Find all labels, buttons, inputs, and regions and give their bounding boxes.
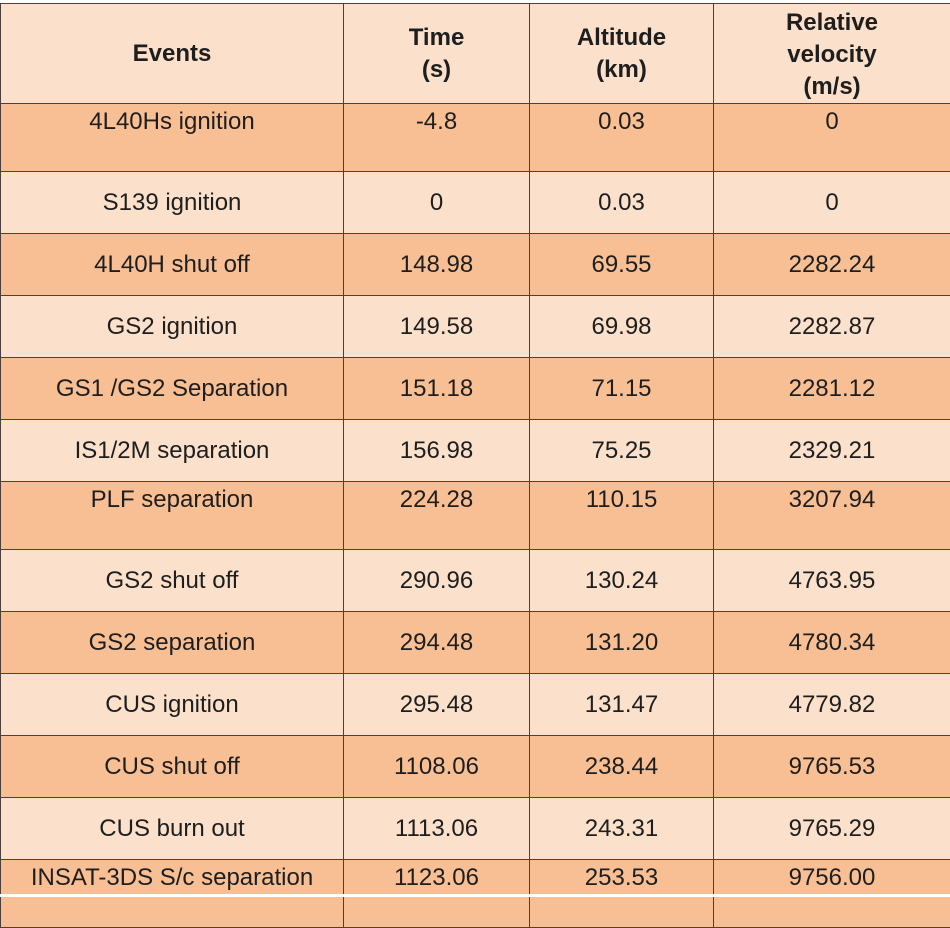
velocity-cell: 2329.21: [714, 420, 950, 482]
event-cell: CUS shut off: [1, 736, 344, 798]
altitude-header-unit: (km): [530, 54, 713, 86]
event-cell: GS2 ignition: [1, 296, 344, 358]
time-cell: 295.48: [344, 674, 530, 736]
table-header-row: Events Time (s) Altitude (km) Relative v…: [1, 4, 950, 104]
altitude-header-label: Altitude: [530, 22, 713, 54]
altitude-cell: 110.15: [530, 482, 714, 550]
events-column-header: Events: [1, 4, 344, 104]
velocity-cell: 4779.82: [714, 674, 950, 736]
velocity-header-label-1: Relative: [714, 7, 950, 39]
velocity-cell: 4780.34: [714, 612, 950, 674]
time-cell: 148.98: [344, 234, 530, 296]
time-cell: 156.98: [344, 420, 530, 482]
altitude-cell: 71.15: [530, 358, 714, 420]
time-header-label: Time: [344, 22, 529, 54]
time-cell: 0: [344, 172, 530, 234]
altitude-cell: 69.98: [530, 296, 714, 358]
altitude-cell: 243.31: [530, 798, 714, 860]
time-header-unit: (s): [344, 54, 529, 86]
altitude-cell: 0.03: [530, 172, 714, 234]
altitude-cell: 0.03: [530, 104, 714, 172]
velocity-header-unit: (m/s): [714, 71, 950, 103]
event-cell: CUS ignition: [1, 674, 344, 736]
altitude-cell: 131.47: [530, 674, 714, 736]
time-cell: 1113.06: [344, 798, 530, 860]
velocity-header-label-2: velocity: [714, 39, 950, 71]
event-cell: 4L40Hs ignition: [1, 104, 344, 172]
altitude-cell: 69.55: [530, 234, 714, 296]
velocity-cell: 2282.24: [714, 234, 950, 296]
event-cell: IS1/2M separation: [1, 420, 344, 482]
altitude-cell: 131.20: [530, 612, 714, 674]
altitude-column-header: Altitude (km): [530, 4, 714, 104]
velocity-cell: 0: [714, 104, 950, 172]
time-cell: -4.8: [344, 104, 530, 172]
velocity-cell: 4763.95: [714, 550, 950, 612]
event-cell: GS2 shut off: [1, 550, 344, 612]
altitude-cell: 130.24: [530, 550, 714, 612]
altitude-cell: 238.44: [530, 736, 714, 798]
flight-events-table: Events Time (s) Altitude (km) Relative v…: [0, 3, 950, 928]
event-cell: CUS burn out: [1, 798, 344, 860]
events-header-label: Events: [1, 38, 343, 70]
velocity-cell: 2281.12: [714, 358, 950, 420]
velocity-column-header: Relative velocity (m/s): [714, 4, 950, 104]
event-cell: S139 ignition: [1, 172, 344, 234]
time-cell: 1108.06: [344, 736, 530, 798]
velocity-cell: 2282.87: [714, 296, 950, 358]
time-column-header: Time (s): [344, 4, 530, 104]
altitude-cell: 75.25: [530, 420, 714, 482]
velocity-cell: 9765.29: [714, 798, 950, 860]
event-cell: GS1 /GS2 Separation: [1, 358, 344, 420]
time-cell: 149.58: [344, 296, 530, 358]
time-cell: 224.28: [344, 482, 530, 550]
event-cell: PLF separation: [1, 482, 344, 550]
time-cell: 294.48: [344, 612, 530, 674]
flight-events-table-container: Events Time (s) Altitude (km) Relative v…: [0, 3, 950, 928]
velocity-cell: 9765.53: [714, 736, 950, 798]
velocity-cell: 3207.94: [714, 482, 950, 550]
time-cell: 290.96: [344, 550, 530, 612]
event-cell: 4L40H shut off: [1, 234, 344, 296]
event-cell: GS2 separation: [1, 612, 344, 674]
velocity-cell: 0: [714, 172, 950, 234]
time-cell: 151.18: [344, 358, 530, 420]
